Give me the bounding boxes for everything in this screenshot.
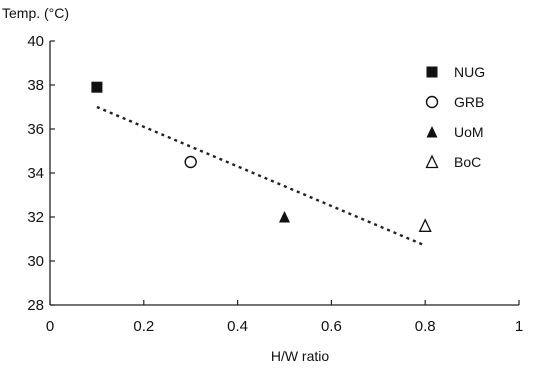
y-tick-label: 34 xyxy=(27,165,44,182)
x-tick-label: 0.2 xyxy=(133,318,154,335)
x-axis-title: H/W ratio xyxy=(271,348,330,364)
legend-label-grb: GRB xyxy=(454,94,484,110)
y-axis-title: Temp. (°C) xyxy=(2,5,69,21)
legend-marker-uom xyxy=(426,126,438,138)
y-tick-label: 38 xyxy=(27,77,44,94)
legend-label-boc: BoC xyxy=(454,154,481,170)
data-point-grb xyxy=(184,155,197,169)
trendline-group xyxy=(96,105,426,247)
x-tick-label: 0 xyxy=(46,318,54,335)
x-tick-label: 1 xyxy=(515,318,523,335)
legend-label-nug: NUG xyxy=(454,64,485,80)
y-tick-label: 28 xyxy=(27,297,44,314)
y-tick-label: 40 xyxy=(27,33,44,50)
x-tick-label: 0.4 xyxy=(227,318,248,335)
y-axis-ticks: 28 30 32 34 36 38 40 xyxy=(27,33,55,314)
axes xyxy=(49,41,519,306)
legend-marker-boc xyxy=(425,154,439,169)
x-tick-label: 0.8 xyxy=(415,318,436,335)
data-point-boc xyxy=(418,218,432,232)
y-tick-label: 32 xyxy=(27,209,44,226)
y-tick-label: 36 xyxy=(27,121,44,138)
legend-label-uom: UoM xyxy=(454,124,484,140)
data-point-uom xyxy=(279,211,290,223)
data-points xyxy=(91,81,432,232)
x-tick-label: 0.6 xyxy=(321,318,342,335)
legend: NUG GRB UoM BoC xyxy=(425,64,485,170)
y-tick-label: 30 xyxy=(27,253,44,270)
trendline xyxy=(96,105,426,247)
x-axis-ticks: 0 0.2 0.4 0.6 0.8 1 xyxy=(46,300,523,335)
legend-marker-grb xyxy=(425,95,439,109)
legend-marker-nug xyxy=(426,66,438,78)
data-point-nug xyxy=(91,81,103,93)
